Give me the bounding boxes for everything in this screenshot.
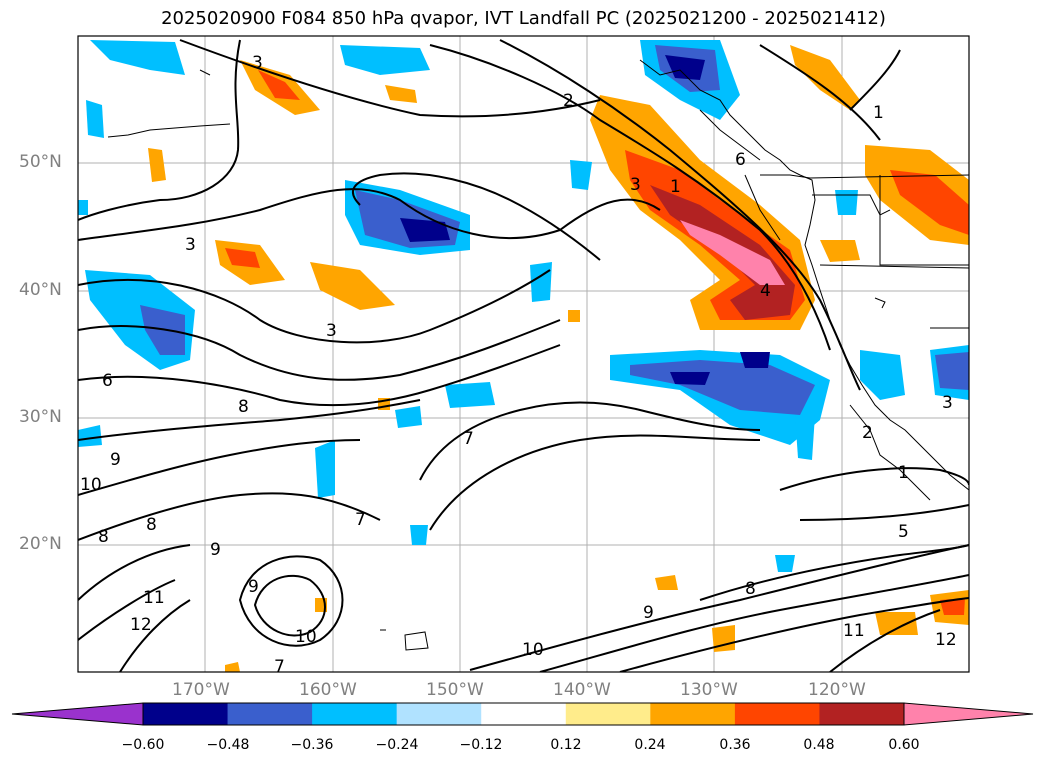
contour-label: 1 bbox=[670, 177, 681, 197]
colorbar-segment bbox=[819, 703, 905, 725]
contour-label: 10 bbox=[80, 475, 102, 495]
contour-label: 3 bbox=[630, 175, 641, 195]
contour-label: 9 bbox=[210, 540, 221, 560]
contour-label: 9 bbox=[248, 577, 259, 597]
colorbar-frame bbox=[142, 702, 905, 726]
colorbar-tick-label: −0.12 bbox=[459, 737, 503, 753]
lat-label-30n: 30°N bbox=[19, 407, 62, 427]
contour-label: 12 bbox=[130, 615, 152, 635]
colorbar-tick-label: −0.36 bbox=[290, 737, 334, 753]
colorbar-segment bbox=[734, 703, 820, 725]
colorbar-segment bbox=[481, 703, 567, 725]
colorbar-tick-label: −0.24 bbox=[375, 737, 419, 753]
contour-label: 2 bbox=[563, 91, 574, 111]
colorbar-segment bbox=[227, 703, 313, 725]
contour-label: 9 bbox=[110, 450, 121, 470]
colorbar-segment bbox=[565, 703, 651, 725]
contour-label: 3 bbox=[252, 53, 263, 73]
colorbar-tick-label: −0.48 bbox=[206, 737, 250, 753]
lat-label-20n: 20°N bbox=[19, 534, 62, 554]
map-area: 3 2 1 6 3 1 4 3 6 7 8 9 10 8 8 9 9 11 12… bbox=[78, 36, 969, 677]
lon-label-120w: 120°W bbox=[808, 680, 866, 700]
contour-label: 9 bbox=[643, 603, 654, 623]
contour-label: 10 bbox=[295, 627, 317, 647]
contour-labels: 3 2 1 6 3 1 4 3 6 7 8 9 10 8 8 9 9 11 12… bbox=[80, 53, 957, 677]
contour-label: 7 bbox=[355, 510, 366, 530]
contour-label: 6 bbox=[102, 371, 113, 391]
contour-label: 7 bbox=[274, 657, 285, 677]
coastlines bbox=[107, 59, 969, 651]
plot-title: 2025020900 F084 850 hPa qvapor, IVT Land… bbox=[161, 8, 886, 29]
lat-label-40n: 40°N bbox=[19, 280, 62, 300]
colorbar-tick-label: 0.24 bbox=[634, 737, 666, 753]
map-frame bbox=[77, 35, 970, 673]
colorbar-tick-label: 0.48 bbox=[803, 737, 835, 753]
contour-label: 3 bbox=[185, 235, 196, 255]
contour-label: 10 bbox=[522, 640, 544, 660]
contour-label: 8 bbox=[98, 527, 109, 547]
colorbar-segment bbox=[312, 703, 398, 725]
colorbar-tick-label: 0.12 bbox=[550, 737, 582, 753]
shaded-fields bbox=[78, 40, 969, 672]
contour-label: 12 bbox=[935, 630, 957, 650]
contour-label: 3 bbox=[326, 321, 337, 341]
colorbar-tick-label: −0.60 bbox=[121, 737, 165, 753]
colorbar-segment bbox=[396, 703, 482, 725]
contour-label: 4 bbox=[760, 281, 771, 301]
contour-label: 11 bbox=[143, 588, 165, 608]
contour-label: 8 bbox=[146, 515, 157, 535]
ivt-contours bbox=[78, 39, 969, 672]
lon-label-170w: 170°W bbox=[172, 680, 230, 700]
lon-label-160w: 160°W bbox=[299, 680, 357, 700]
graticule bbox=[78, 36, 969, 672]
colorbar-tick-label: 0.60 bbox=[888, 737, 920, 753]
contour-label: 6 bbox=[735, 150, 746, 170]
colorbar bbox=[11, 702, 1034, 726]
lat-label-50n: 50°N bbox=[19, 152, 62, 172]
contour-label: 8 bbox=[238, 397, 249, 417]
contour-label: 8 bbox=[745, 579, 756, 599]
contour-label: 5 bbox=[898, 522, 909, 542]
contour-label: 1 bbox=[898, 463, 909, 483]
contour-label: 1 bbox=[873, 103, 884, 123]
lon-label-130w: 130°W bbox=[680, 680, 738, 700]
colorbar-segment bbox=[143, 703, 229, 725]
contour-label: 3 bbox=[942, 393, 953, 413]
contour-label: 7 bbox=[463, 429, 474, 449]
contour-label: 2 bbox=[862, 423, 873, 443]
colorbar-tick-label: 0.36 bbox=[719, 737, 751, 753]
lon-label-140w: 140°W bbox=[553, 680, 611, 700]
colorbar-segment bbox=[650, 703, 736, 725]
colorbar-segment bbox=[904, 703, 1033, 725]
colorbar-segment bbox=[12, 703, 143, 725]
contour-label: 11 bbox=[843, 621, 865, 641]
lon-label-150w: 150°W bbox=[426, 680, 484, 700]
